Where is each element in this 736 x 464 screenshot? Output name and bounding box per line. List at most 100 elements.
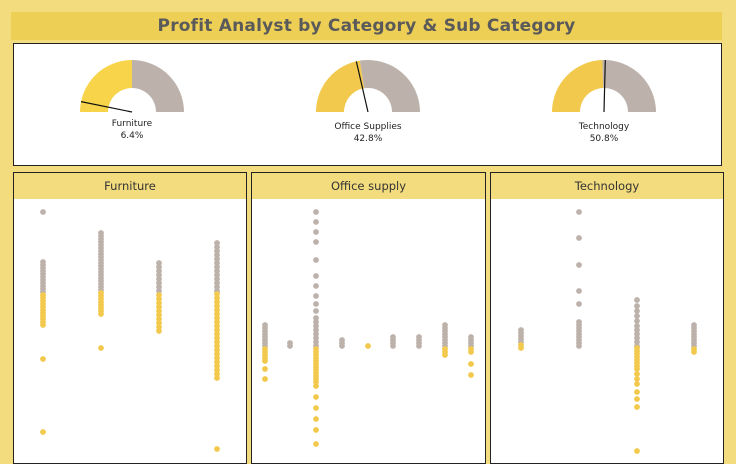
gauge-office-supplies-svg bbox=[316, 60, 420, 113]
scatter-point-grey bbox=[214, 276, 220, 282]
gauge-technology-svg bbox=[552, 60, 656, 113]
scatter-point-yellow bbox=[156, 296, 162, 302]
gauge-technology: Technology 50.8% bbox=[529, 50, 679, 162]
scatter-point-yellow bbox=[40, 429, 46, 435]
scatter-point-yellow bbox=[214, 331, 220, 337]
scatter-point-yellow bbox=[214, 363, 220, 369]
scatter-point-yellow bbox=[156, 324, 162, 330]
scatter-point-grey bbox=[156, 288, 162, 294]
scatter-point-grey bbox=[634, 318, 640, 324]
scatter-point-yellow bbox=[442, 352, 448, 358]
scatter-point-yellow bbox=[634, 448, 640, 454]
gauge-needle bbox=[355, 61, 369, 113]
gauge-needle bbox=[80, 101, 133, 113]
scatter-point-grey bbox=[40, 209, 46, 215]
scatter-point-grey bbox=[634, 308, 640, 314]
scatter-point-yellow bbox=[156, 320, 162, 326]
scatter-point-grey bbox=[634, 327, 640, 333]
scatter-point-yellow bbox=[313, 441, 319, 447]
gauge-value: 6.4% bbox=[120, 131, 144, 141]
scatter-point-grey bbox=[576, 288, 582, 294]
gauge-needle bbox=[603, 60, 606, 113]
scatter-point-yellow bbox=[468, 361, 474, 367]
scatter-point-yellow bbox=[634, 404, 640, 410]
scatter-point-yellow bbox=[214, 446, 220, 452]
gauge-value: 42.8% bbox=[353, 134, 383, 144]
scatter-point-grey bbox=[313, 293, 319, 299]
gauge-office-supplies: Office Supplies 42.8% bbox=[293, 50, 443, 162]
scatter-point-yellow bbox=[634, 381, 640, 387]
scatter-point-yellow bbox=[214, 295, 220, 301]
scatter-point-grey bbox=[313, 339, 319, 345]
scatter-point-grey bbox=[576, 209, 582, 215]
scatter-point-grey bbox=[313, 308, 319, 314]
scatter-point-yellow bbox=[40, 356, 46, 362]
title-bar: Profit Analyst by Category & Sub Categor… bbox=[11, 12, 722, 40]
scatter-point-yellow bbox=[313, 405, 319, 411]
scatter-point-grey bbox=[214, 240, 220, 246]
scatter-point-yellow bbox=[214, 343, 220, 349]
scatter-point-yellow bbox=[214, 355, 220, 361]
scatter-point-yellow bbox=[156, 316, 162, 322]
scatter-point-yellow bbox=[214, 351, 220, 357]
scatter-point-grey bbox=[576, 262, 582, 268]
scatter-point-yellow bbox=[214, 367, 220, 373]
scatter-point-grey bbox=[156, 268, 162, 274]
gauge-furniture-svg bbox=[80, 60, 184, 113]
scatter-point-yellow bbox=[214, 311, 220, 317]
panel-office-supply: Office supply bbox=[251, 172, 486, 464]
scatter-point-grey bbox=[313, 239, 319, 245]
scatter-point-yellow bbox=[634, 376, 640, 382]
scatter-point-grey bbox=[156, 264, 162, 270]
scatter-point-grey bbox=[634, 335, 640, 341]
scatter-point-yellow bbox=[214, 291, 220, 297]
scatter-point-yellow bbox=[156, 328, 162, 334]
scatter-point-grey bbox=[287, 343, 293, 349]
scatter-point-yellow bbox=[313, 427, 319, 433]
gauge-fill-arc bbox=[316, 60, 365, 112]
scatter-point-yellow bbox=[313, 379, 319, 385]
scatter-point-grey bbox=[156, 260, 162, 266]
scatter-point-grey bbox=[313, 331, 319, 337]
gauge-label: Furniture bbox=[111, 119, 153, 129]
scatter-point-grey bbox=[576, 235, 582, 241]
scatter-point-grey bbox=[313, 273, 319, 279]
gauge-fill-arc bbox=[80, 60, 132, 112]
scatter-point-grey bbox=[214, 248, 220, 254]
page-title: Profit Analyst by Category & Sub Categor… bbox=[157, 16, 576, 36]
scatter-point-grey bbox=[339, 343, 345, 349]
scatter-point-grey bbox=[416, 343, 422, 349]
scatter-point-yellow bbox=[214, 359, 220, 365]
scatter-point-grey bbox=[156, 272, 162, 278]
gauge-remaining-arc bbox=[602, 60, 656, 112]
scatter-point-yellow bbox=[214, 339, 220, 345]
panel-header-office-supply: Office supply bbox=[252, 173, 485, 199]
scatter-point-yellow bbox=[40, 322, 46, 328]
scatter-point-yellow bbox=[634, 389, 640, 395]
scatter-point-yellow bbox=[262, 358, 268, 364]
scatter-point-grey bbox=[214, 264, 220, 270]
scatter-point-grey bbox=[313, 319, 319, 325]
scatter-point-yellow bbox=[214, 323, 220, 329]
scatter-point-yellow bbox=[156, 292, 162, 298]
scatter-point-grey bbox=[576, 301, 582, 307]
scatter-office-supply bbox=[262, 209, 474, 447]
scatter-point-yellow bbox=[98, 311, 104, 317]
scatter-point-grey bbox=[634, 297, 640, 303]
gauge-value: 50.8% bbox=[589, 134, 619, 144]
panel-header-furniture: Furniture bbox=[14, 173, 246, 199]
scatter-point-grey bbox=[214, 256, 220, 262]
scatter-point-yellow bbox=[214, 347, 220, 353]
scatter-furniture bbox=[40, 209, 220, 452]
panel-technology: Technology bbox=[490, 172, 724, 464]
scatter-point-grey bbox=[313, 283, 319, 289]
scatter-point-grey bbox=[313, 257, 319, 263]
scatter-point-yellow bbox=[365, 343, 371, 349]
scatter-point-yellow bbox=[262, 376, 268, 382]
scatter-point-yellow bbox=[214, 307, 220, 313]
scatter-point-grey bbox=[390, 343, 396, 349]
scatter-point-yellow bbox=[468, 372, 474, 378]
scatter-point-yellow bbox=[634, 366, 640, 372]
scatter-point-grey bbox=[214, 260, 220, 266]
scatter-point-yellow bbox=[214, 303, 220, 309]
